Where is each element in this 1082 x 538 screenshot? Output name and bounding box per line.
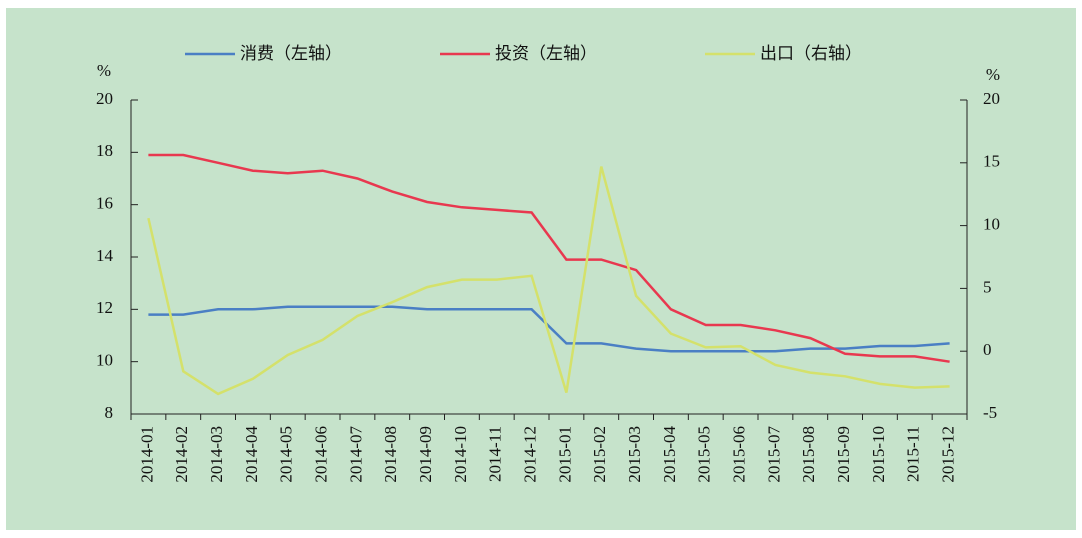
- y-tick-label: 16: [96, 194, 113, 213]
- x-tick-label: 2015-01: [555, 426, 574, 483]
- x-tick-label: 2014-08: [381, 426, 400, 483]
- x-tick-label: 2014-07: [346, 426, 365, 483]
- x-tick-label: 2015-08: [799, 426, 818, 483]
- x-tick-label: 2014-11: [486, 426, 505, 482]
- x-tick-label: 2015-07: [764, 426, 783, 483]
- x-tick-label: 2015-10: [869, 426, 888, 483]
- x-tick-label: 2014-01: [137, 426, 156, 483]
- x-tick-label: 2015-12: [938, 426, 957, 483]
- legend-label: 投资（左轴）: [495, 44, 597, 63]
- x-tick-label: 2014-09: [416, 426, 435, 483]
- x-tick-label: 2015-02: [590, 426, 609, 483]
- y-tick-label: 12: [96, 298, 113, 317]
- y-tick-label: 18: [96, 141, 113, 160]
- x-tick-label: 2015-03: [625, 426, 644, 483]
- series-line: [148, 305, 950, 353]
- x-tick-label: 2014-10: [451, 426, 470, 483]
- y2-tick-label: 10: [983, 215, 1000, 234]
- x-tick-label: 2014-02: [172, 426, 191, 483]
- y2-unit: %: [986, 65, 1000, 84]
- y2-tick-label: 20: [983, 89, 1000, 108]
- y-tick-label: 8: [105, 403, 114, 422]
- series-line: [147, 166, 950, 396]
- background: [6, 8, 1076, 530]
- y-unit: %: [97, 61, 111, 80]
- legend-label: 出口（右轴）: [760, 44, 862, 63]
- x-tick-label: 2015-04: [660, 426, 679, 483]
- y-tick-label: 10: [96, 351, 113, 370]
- series-line: [148, 153, 950, 363]
- x-tick-label: 2014-12: [520, 426, 539, 483]
- y-tick-label: 20: [96, 89, 113, 108]
- legend-label: 消费（左轴）: [240, 44, 342, 63]
- y2-tick-label: 15: [983, 152, 1000, 171]
- x-tick-label: 2014-04: [242, 426, 261, 483]
- x-tick-label: 2014-05: [277, 426, 296, 483]
- x-tick-label: 2015-06: [729, 426, 748, 483]
- x-tick-label: 2015-05: [695, 426, 714, 483]
- x-tick-label: 2015-11: [904, 426, 923, 482]
- x-tick-label: 2015-09: [834, 426, 853, 483]
- x-tick-label: 2014-03: [207, 426, 226, 483]
- y-tick-label: 14: [96, 246, 114, 265]
- y2-tick-label: 0: [983, 340, 992, 359]
- y2-tick-label: -5: [983, 403, 997, 422]
- x-tick-label: 2014-06: [311, 426, 330, 483]
- y2-tick-label: 5: [983, 277, 992, 296]
